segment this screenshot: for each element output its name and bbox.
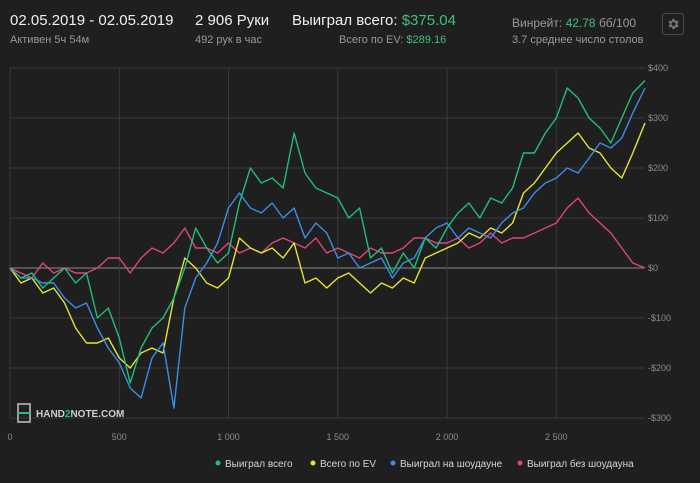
chart-legend: Выиграл всего Всего по EV Выиграл на шоуда… xyxy=(215,458,634,470)
won-total: Выиграл всего: $375.04 xyxy=(292,12,456,29)
won-total-label: Выиграл всего: xyxy=(292,12,398,29)
y-axis-ticks: $400 $300 $200 $100 $0 -$100 -$200 -$300 xyxy=(648,63,671,423)
winrate: Винрейт: 42.78 бб/100 xyxy=(512,16,636,30)
x-tick-label: 2 500 xyxy=(545,432,568,442)
y-tick-label: $200 xyxy=(648,163,668,173)
y-tick-label: -$300 xyxy=(648,413,671,423)
y-tick-label: -$100 xyxy=(648,313,671,323)
x-tick-label: 1 000 xyxy=(217,432,240,442)
won-total-value: $375.04 xyxy=(401,12,456,29)
y-tick-label: $100 xyxy=(648,213,668,223)
x-tick-label: 2 000 xyxy=(436,432,459,442)
y-tick-label: $300 xyxy=(648,113,668,123)
settings-button[interactable] xyxy=(662,13,684,35)
x-tick-label: 0 xyxy=(7,432,12,442)
date-range: 02.05.2019 - 02.05.2019 xyxy=(10,12,174,29)
hands-per-hour: 492 рук в час xyxy=(195,34,263,46)
series-line-3 xyxy=(9,197,646,279)
series-lines xyxy=(9,80,646,409)
chart-grid xyxy=(9,67,645,419)
y-tick-label: -$200 xyxy=(648,363,671,373)
series-line-0 xyxy=(9,80,646,384)
ev-total: Всего по EV: $289.16 xyxy=(339,34,446,46)
legend-label-2[interactable]: Выиграл на шоудауне xyxy=(400,459,503,470)
legend-marker-0 xyxy=(215,460,221,466)
logo-text-c: NOTE.COM xyxy=(70,409,124,420)
gear-icon xyxy=(668,18,679,30)
winrate-value: 42.78 xyxy=(565,16,596,30)
hands-count: 2 906 Руки xyxy=(195,12,270,29)
y-tick-label: $0 xyxy=(648,263,658,273)
hand2note-logo: HAND2NOTE.COM xyxy=(17,403,124,423)
y-tick-label: $400 xyxy=(648,63,668,73)
active-time: Активен 5ч 54м xyxy=(10,34,90,46)
winrate-label: Винрейт: xyxy=(512,16,563,30)
logo-text-a: HAND xyxy=(36,409,65,420)
legend-marker-1 xyxy=(310,460,316,466)
legend-label-3[interactable]: Выиграл без шоудауна xyxy=(527,458,634,470)
legend-label-1[interactable]: Всего по EV xyxy=(320,459,376,470)
legend-marker-3 xyxy=(517,460,523,466)
winrate-unit: бб/100 xyxy=(598,16,637,30)
ev-total-label: Всего по EV: xyxy=(339,34,404,46)
x-tick-label: 500 xyxy=(112,432,127,442)
logo-text-b: 2 xyxy=(65,409,71,420)
logo-text: HAND2NOTE.COM xyxy=(36,409,124,420)
legend-marker-2 xyxy=(390,460,396,466)
series-line-1 xyxy=(9,122,646,369)
avg-tables: 3.7 среднее число столов xyxy=(512,34,644,46)
x-axis-ticks: 0 500 1 000 1 500 2 000 2 500 xyxy=(7,432,567,442)
ev-total-value: $289.16 xyxy=(406,34,447,46)
series-line-2 xyxy=(9,87,646,409)
legend-label-0[interactable]: Выиграл всего xyxy=(225,459,293,470)
x-tick-label: 1 500 xyxy=(327,432,350,442)
